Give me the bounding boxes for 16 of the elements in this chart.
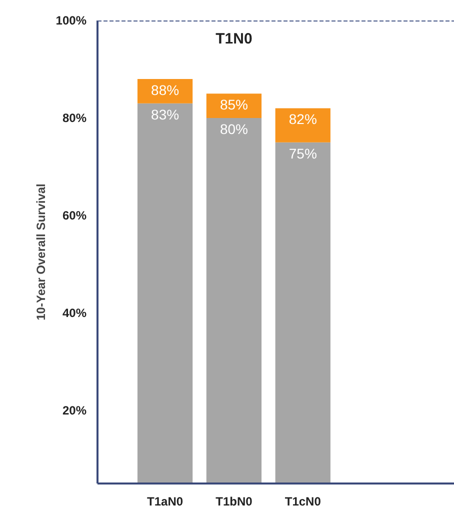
y-axis-title: 10-Year Overall Survival — [34, 184, 48, 320]
y-tick-label: 40% — [62, 306, 87, 320]
annotation: 80% — [220, 120, 248, 137]
y-tick-label: 100% — [56, 14, 87, 28]
annotation: 83% — [151, 106, 180, 122]
x-tick-label: T1aN0 — [147, 494, 184, 508]
y-tick-label: 20% — [62, 403, 87, 418]
annotation: 75% — [288, 145, 317, 162]
text: T1N0 — [216, 30, 252, 48]
x-tick-label: T1cN0 — [284, 494, 322, 508]
annotation: 85% — [220, 96, 248, 113]
annotation: 82% — [288, 111, 317, 128]
y-tick-label: 80% — [62, 110, 87, 125]
annotation: 88% — [151, 82, 180, 98]
y-tick-label: 60% — [62, 208, 87, 222]
x-tick-label: T1bN0 — [216, 494, 253, 508]
